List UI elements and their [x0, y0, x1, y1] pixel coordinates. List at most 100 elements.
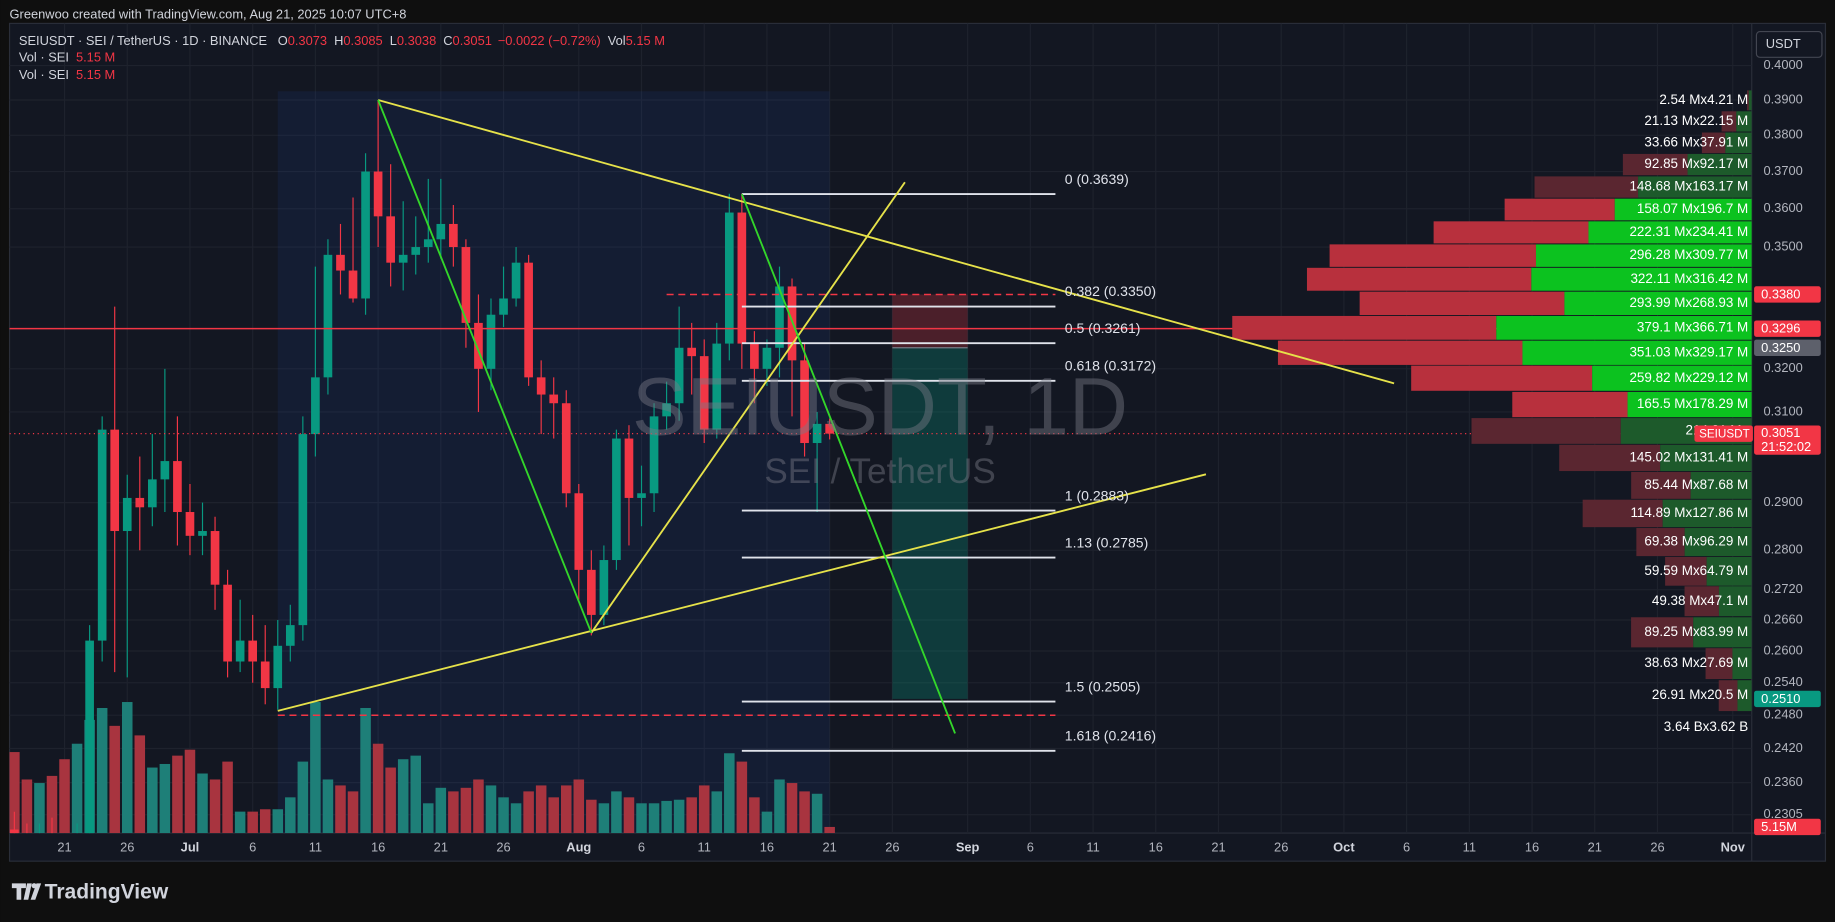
fib-label: 1.13 (0.2785)	[1065, 534, 1148, 550]
profile-sell	[1665, 556, 1707, 586]
profile-label: 165.5 Mx178.29 M	[1637, 396, 1748, 411]
profile-buy	[1592, 365, 1752, 391]
profile-label: 26.91 Mx20.5 M	[1652, 687, 1748, 702]
candle-body	[436, 223, 446, 240]
fib-label: 0.5 (0.3261)	[1065, 320, 1141, 336]
y-tick-label: 0.3900	[1763, 91, 1802, 106]
volume-bar	[222, 761, 233, 834]
x-tick-label: Nov	[1721, 840, 1746, 855]
profile-buy	[1718, 586, 1752, 617]
volume-bar	[335, 785, 346, 834]
legend-key: L	[390, 34, 397, 49]
volume-bar	[197, 773, 208, 834]
volume-bar	[310, 702, 321, 834]
candle-body	[285, 625, 295, 646]
x-tick-label: Jul	[181, 840, 200, 855]
profile-label: 259.82 Mx229.12 M	[1629, 370, 1748, 385]
candle-body	[311, 377, 320, 435]
volume-bar	[485, 785, 497, 834]
volume-bar	[523, 791, 534, 834]
volume-bar	[247, 811, 258, 834]
profile-label: 33.66 Mx37.91 M	[1644, 134, 1748, 149]
x-tick-label: 11	[1086, 840, 1099, 855]
candle-body	[97, 429, 107, 641]
candle-body	[260, 661, 270, 689]
candle-body	[110, 429, 120, 532]
x-tick-label: 11	[309, 840, 322, 855]
candle-body	[411, 247, 421, 255]
y-tick-label: 0.3700	[1763, 163, 1802, 178]
fib-label: 1.5 (0.2505)	[1065, 678, 1141, 694]
profile-sell	[1359, 291, 1565, 316]
candle-body	[173, 461, 182, 513]
fib-label: 1 (0.2883)	[1065, 487, 1129, 503]
volume-bar	[372, 743, 384, 834]
trendline	[590, 181, 906, 634]
volume-bar	[510, 803, 522, 834]
profile-sell	[1684, 586, 1719, 617]
indicator-legend: Vol · SEI 5.15 M	[19, 67, 115, 82]
x-tick-label: 11	[1463, 840, 1476, 855]
volume-bar	[297, 761, 309, 834]
candle-body	[248, 640, 258, 662]
x-tick-label: 6	[1403, 840, 1410, 855]
profile-buy	[1737, 680, 1752, 712]
currency-label[interactable]: USDT	[1766, 36, 1801, 51]
profile-sell	[1582, 499, 1663, 528]
candle-body	[724, 212, 734, 344]
x-tick-label: 21	[822, 840, 836, 855]
legend-symbol: SEIUSDT · SEI / TetherUS · 1D · BINANCE	[19, 34, 268, 49]
y-tick-label: 0.3800	[1763, 127, 1802, 142]
volume-bar	[573, 779, 585, 834]
profile-sell	[1721, 111, 1737, 132]
volume-bar	[724, 753, 735, 834]
profile-sell	[1636, 528, 1685, 557]
legend-vol: 5.15 M	[626, 34, 665, 49]
trendline	[277, 473, 1207, 712]
volume-bar	[121, 702, 133, 834]
candle-body	[348, 270, 358, 299]
profile-buy	[1684, 528, 1752, 557]
volume-bar	[134, 735, 146, 834]
symbol-box	[1694, 425, 1753, 442]
volume-bar	[623, 797, 635, 834]
candle-body	[336, 254, 345, 271]
candle-body	[825, 423, 834, 434]
candle-body	[273, 645, 283, 689]
y-tick-label: 0.2540	[1763, 674, 1802, 689]
legend: SEIUSDT · SEI / TetherUS · 1D · BINANCE …	[19, 34, 665, 49]
profile-sell	[1701, 132, 1726, 154]
profile-buy	[1535, 244, 1752, 267]
currency-button[interactable]	[1755, 31, 1823, 58]
candle-body	[737, 212, 747, 344]
legend-vol-key: Vol	[608, 34, 626, 49]
y-tick-label: 0.2420	[1763, 740, 1802, 755]
volume-bar	[811, 793, 823, 834]
x-tick-label: 21	[434, 840, 448, 855]
volume-bar	[159, 763, 171, 834]
profile-label: 158.07 Mx196.7 M	[1637, 201, 1748, 216]
candle-body	[235, 640, 245, 662]
candle-body	[775, 286, 784, 348]
volume-bar	[686, 797, 697, 834]
volume-bar	[673, 799, 685, 834]
profile-label: 85.44 Mx87.68 M	[1644, 477, 1748, 492]
y-tick-label: 0.2800	[1763, 542, 1802, 557]
profile-total: 3.64 Bx3.62 B	[1664, 719, 1748, 734]
candle-body	[812, 423, 822, 444]
fib-label: 0.618 (0.3172)	[1065, 357, 1156, 373]
x-tick-label: 26	[1274, 840, 1288, 855]
candle-body	[122, 497, 132, 532]
profile-label: 38.63 Mx27.69 M	[1644, 655, 1748, 670]
candle-body	[637, 493, 646, 498]
volume-bar	[586, 799, 597, 834]
price-label: 0.3380	[1761, 286, 1800, 301]
indicator-name: Vol · SEI	[19, 67, 69, 82]
x-tick-label: 21	[57, 840, 71, 855]
profile-buy	[1693, 617, 1752, 648]
trendline	[740, 193, 956, 734]
profile-buy	[1748, 90, 1752, 111]
indicator-value: 5.15 M	[76, 50, 115, 65]
volume-bar	[71, 743, 83, 834]
